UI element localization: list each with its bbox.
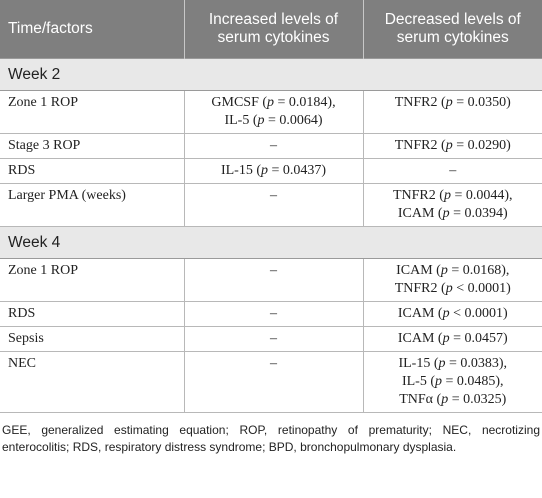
decreased-cell: – — [363, 158, 542, 184]
section-label: Week 4 — [0, 226, 542, 259]
decreased-cell: TNFR2 (p = 0.0350) — [363, 90, 542, 134]
decreased-value: TNFR2 (p = 0.0350) — [394, 95, 511, 110]
decreased-value: IL-15 (p = 0.0383), — [398, 356, 508, 371]
increased-cell: – — [184, 351, 364, 413]
increased-cell: – — [184, 133, 364, 159]
decreased-cell: TNFR2 (p = 0.0044), ICAM (p = 0.0394) — [363, 183, 542, 227]
decreased-value: TNFR2 (p < 0.0001) — [394, 281, 511, 296]
increased-value: – — [270, 138, 277, 153]
increased-value: – — [270, 356, 277, 371]
increased-cell: GMCSF (p = 0.0184), IL-5 (p = 0.0064) — [184, 90, 364, 134]
increased-cell: IL-15 (p = 0.0437) — [184, 158, 364, 184]
table-row: NEC – IL-15 (p = 0.0383), IL-5 (p = 0.0485)… — [0, 351, 542, 413]
factor-cell: Stage 3 ROP — [0, 133, 185, 159]
factor-cell: RDS — [0, 158, 185, 184]
decreased-cell: ICAM (p < 0.0001) — [363, 301, 542, 327]
section-row: Week 4 — [0, 226, 542, 259]
decreased-cell: ICAM (p = 0.0168), TNFR2 (p < 0.0001) — [363, 258, 542, 302]
decreased-cell: ICAM (p = 0.0457) — [363, 326, 542, 352]
factor-cell: RDS — [0, 301, 185, 327]
table-row: Larger PMA (weeks) – TNFR2 (p = 0.0044), IC… — [0, 183, 542, 227]
header-increased: Increased levels of serum cytokines — [184, 0, 364, 59]
decreased-value: IL-5 (p = 0.0485), — [401, 374, 504, 389]
table-row: RDS – ICAM (p < 0.0001) — [0, 301, 542, 327]
increased-cell: – — [184, 326, 364, 352]
header-decreased: Decreased levels of serum cytokines — [363, 0, 542, 59]
table-row: Zone 1 ROP – ICAM (p = 0.0168), TNFR2 (p < … — [0, 258, 542, 302]
cytokine-table: Time/factors Increased levels of serum c… — [0, 0, 542, 413]
factor-cell: Sepsis — [0, 326, 185, 352]
table-container: Time/factors Increased levels of serum c… — [0, 0, 542, 454]
decreased-value: TNFR2 (p = 0.0044), — [392, 188, 513, 203]
increased-cell: – — [184, 183, 364, 227]
decreased-cell: TNFR2 (p = 0.0290) — [363, 133, 542, 159]
table-body: Week 2 Zone 1 ROP GMCSF (p = 0.0184), IL-5 … — [0, 58, 542, 413]
table-row: Zone 1 ROP GMCSF (p = 0.0184), IL-5 (p = 0… — [0, 90, 542, 134]
increased-value: IL-15 (p = 0.0437) — [220, 163, 327, 178]
section-label: Week 2 — [0, 58, 542, 91]
increased-value: – — [270, 263, 277, 278]
table-row: Stage 3 ROP – TNFR2 (p = 0.0290) — [0, 133, 542, 159]
header-time-factors: Time/factors — [0, 0, 185, 59]
factor-cell: NEC — [0, 351, 185, 413]
decreased-value: ICAM (p < 0.0001) — [397, 306, 508, 321]
header-row: Time/factors Increased levels of serum c… — [0, 0, 542, 59]
factor-cell: Larger PMA (weeks) — [0, 183, 185, 227]
increased-value: – — [270, 331, 277, 346]
increased-value: GMCSF (p = 0.0184), — [211, 95, 336, 110]
table-row: RDS IL-15 (p = 0.0437) – — [0, 158, 542, 184]
increased-value: IL-5 (p = 0.0064) — [224, 113, 323, 128]
factor-cell: Zone 1 ROP — [0, 258, 185, 302]
decreased-value: ICAM (p = 0.0168), — [396, 263, 510, 278]
decreased-value: ICAM (p = 0.0394) — [397, 206, 508, 221]
table-row: Sepsis – ICAM (p = 0.0457) — [0, 326, 542, 352]
increased-value: – — [270, 306, 277, 321]
factor-cell: Zone 1 ROP — [0, 90, 185, 134]
decreased-value: ICAM (p = 0.0457) — [397, 331, 508, 346]
section-row: Week 2 — [0, 58, 542, 91]
decreased-value: – — [449, 163, 457, 178]
decreased-value: TNFR2 (p = 0.0290) — [394, 138, 511, 153]
increased-cell: – — [184, 258, 364, 302]
decreased-value: TNFα (p = 0.0325) — [399, 392, 507, 407]
decreased-cell: IL-15 (p = 0.0383), IL-5 (p = 0.0485), TNF… — [363, 351, 542, 413]
table-footnote: GEE, generalized estimating equation; RO… — [2, 423, 540, 454]
increased-value: – — [270, 188, 277, 203]
increased-cell: – — [184, 301, 364, 327]
